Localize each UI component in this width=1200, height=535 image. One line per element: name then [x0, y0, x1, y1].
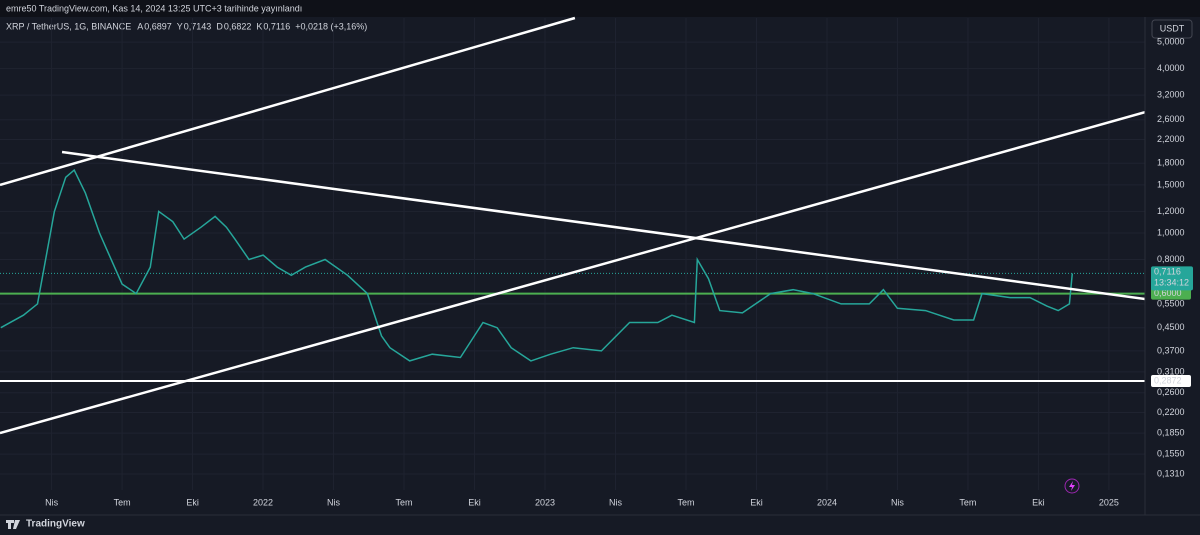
x-tick-label: 2025 — [1099, 497, 1119, 507]
y-tick-label: 0,1550 — [1157, 448, 1185, 458]
ohlc-value: 0,6822 — [224, 21, 252, 31]
y-tick-label: 0,1310 — [1157, 468, 1185, 478]
brand-logo — [6, 520, 20, 529]
change: +0,0218 (+3,16%) — [295, 21, 367, 31]
y-tick-label: 0,3700 — [1157, 345, 1185, 355]
y-tick-label: 0,2600 — [1157, 387, 1185, 397]
price-label-box — [1151, 374, 1191, 387]
ohlc-key: D — [216, 21, 223, 31]
ohlc-value: 0,7143 — [184, 21, 212, 31]
y-tick-label: 1,2000 — [1157, 206, 1185, 216]
x-tick-label: Eki — [1032, 497, 1045, 507]
y-tick-label: 4,0000 — [1157, 63, 1185, 73]
x-tick-label: Nis — [891, 497, 904, 507]
y-tick-label: 1,5000 — [1157, 179, 1185, 189]
alert-icon[interactable] — [1064, 478, 1080, 494]
x-tick-label: 2022 — [253, 497, 273, 507]
currency[interactable]: USDT — [1160, 23, 1185, 33]
top-bar — [0, 0, 1200, 17]
x-tick-label: Nis — [327, 497, 340, 507]
brand: TradingView — [26, 519, 85, 530]
x-tick-label: Tem — [396, 497, 413, 507]
y-tick-label: 0,8000 — [1157, 254, 1185, 264]
price-label: 0,2872 — [1154, 375, 1182, 385]
x-tick-label: Tem — [959, 497, 976, 507]
y-tick-label: 0,1850 — [1157, 427, 1185, 437]
x-tick-label: 2023 — [535, 497, 555, 507]
countdown: 13:34:12 — [1154, 278, 1189, 288]
ohlc-value: 0,7116 — [263, 21, 290, 31]
y-tick-label: 3,2000 — [1157, 89, 1185, 99]
x-tick-label: Nis — [45, 497, 58, 507]
price-line — [0, 168, 1074, 362]
x-tick-label: Eki — [750, 497, 763, 507]
y-tick-label: 2,2000 — [1157, 134, 1185, 144]
y-tick-label: 0,2200 — [1157, 407, 1185, 417]
x-tick-label: Eki — [186, 497, 199, 507]
y-tick-label: 1,8000 — [1157, 158, 1185, 168]
y-tick-label: 1,0000 — [1157, 227, 1185, 237]
last-price-box — [1151, 266, 1193, 291]
currency-button[interactable] — [1151, 19, 1193, 39]
alert-bolt — [1069, 481, 1075, 491]
trendline — [0, 110, 1146, 435]
y-tick-label: 5,0000 — [1157, 37, 1185, 47]
x-tick-label: Tem — [114, 497, 131, 507]
price-label-box — [1151, 287, 1191, 300]
ohlc-key: Y — [177, 21, 183, 31]
x-tick-label: Nis — [609, 497, 622, 507]
x-tick-label: Eki — [468, 497, 481, 507]
y-tick-label: 0,5500 — [1157, 298, 1185, 308]
plot — [0, 16, 1146, 435]
x-tick-label: 2024 — [817, 497, 837, 507]
trendline — [61, 150, 1146, 301]
y-tick-label: 0,3100 — [1157, 366, 1185, 376]
x-tick-label: Tem — [677, 497, 694, 507]
publisher: emre50 TradingView.com, Kas 14, 2024 13:… — [6, 3, 302, 13]
ohlc-value: 0,6897 — [144, 21, 172, 31]
legend: XRP / TetherUS, 1G, BINANCE A 0,6897 Y 0,714… — [6, 21, 367, 31]
y-tick-label: 0,4500 — [1157, 322, 1185, 332]
symbol: XRP / TetherUS, 1G, BINANCE — [6, 21, 131, 31]
last-price-label: 0,7116 — [1154, 267, 1181, 277]
grid — [0, 18, 1145, 490]
ohlc-key: A — [137, 21, 143, 31]
y-tick-label: 2,6000 — [1157, 114, 1185, 124]
price-label: 0,6000 — [1154, 288, 1182, 298]
ohlc-key: K — [256, 21, 262, 31]
